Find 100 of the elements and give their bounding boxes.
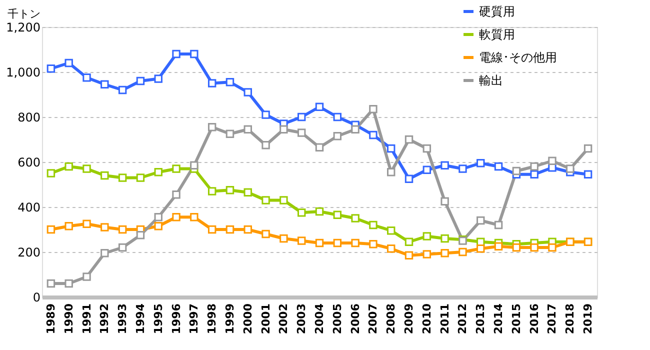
point: [262, 196, 270, 204]
point: [46, 279, 56, 288]
x-tick-label: 2016: [528, 303, 541, 334]
point: [64, 279, 73, 288]
point: [244, 125, 252, 134]
point: [476, 216, 485, 225]
point: [118, 225, 127, 234]
point: [584, 170, 592, 178]
point: [530, 170, 538, 178]
point: [440, 197, 449, 206]
point: [172, 50, 180, 58]
point: [440, 161, 449, 170]
y-tick-label: 0: [32, 290, 40, 304]
point: [136, 231, 145, 240]
point: [46, 225, 56, 234]
point: [64, 58, 73, 68]
x-tick-label: 2013: [474, 304, 488, 334]
y-axis-title: 千トン: [8, 8, 40, 20]
point: [262, 230, 270, 238]
point: [226, 130, 234, 138]
point: [208, 79, 216, 88]
point: [118, 243, 127, 252]
x-tick-label: 2000: [241, 303, 254, 334]
point: [154, 222, 162, 230]
point: [208, 123, 216, 132]
x-tick-label: 2018: [564, 304, 577, 334]
point: [82, 272, 91, 281]
x-tick-label: 2005: [330, 304, 344, 334]
point: [584, 144, 592, 153]
point: [422, 250, 432, 258]
point: [172, 164, 180, 173]
legend-label: 輸出: [479, 74, 503, 88]
point: [82, 74, 91, 82]
point: [369, 105, 378, 114]
point: [387, 168, 396, 176]
point: [100, 171, 109, 180]
point: [262, 141, 270, 150]
point: [494, 242, 503, 250]
point: [315, 102, 324, 111]
point: [351, 238, 360, 248]
point: [566, 164, 574, 173]
point: [226, 78, 234, 86]
x-tick-label: 2009: [402, 304, 416, 334]
point: [315, 207, 324, 216]
point: [297, 128, 306, 137]
x-tick-label: 2003: [295, 304, 308, 334]
point: [422, 166, 432, 174]
point: [369, 220, 378, 230]
point: [154, 168, 162, 176]
point: [226, 225, 234, 234]
x-tick-label: 2002: [277, 304, 290, 334]
point: [280, 234, 288, 243]
point: [297, 112, 306, 122]
point: [297, 208, 306, 217]
x-tick-label: 1992: [98, 304, 112, 334]
point: [208, 225, 216, 234]
point: [548, 243, 556, 252]
x-tick-label: 2001: [259, 304, 272, 334]
point: [369, 130, 378, 140]
point: [136, 174, 145, 182]
x-tick-label: 1995: [152, 304, 165, 334]
point: [404, 238, 414, 246]
point: [387, 226, 396, 235]
point: [262, 110, 270, 119]
x-tick-label: 2008: [384, 304, 398, 334]
point: [280, 196, 288, 204]
point: [440, 234, 449, 243]
point: [208, 187, 216, 196]
x-tick-label: 2017: [546, 304, 559, 334]
x-tick-label: 2004: [313, 303, 326, 334]
legend-label: 硬質用: [479, 4, 515, 18]
point: [512, 243, 521, 252]
y-tick-label: 800: [18, 110, 40, 124]
x-tick-label: 1997: [188, 304, 201, 334]
legend-label: 軟質用: [479, 28, 515, 42]
point: [422, 144, 432, 153]
point: [530, 162, 538, 171]
point: [118, 174, 127, 182]
point: [154, 74, 162, 83]
point: [46, 169, 56, 178]
point: [494, 220, 503, 230]
x-tick-label: 1996: [170, 303, 183, 334]
point: [46, 64, 56, 73]
point: [404, 251, 414, 260]
point: [387, 244, 396, 253]
point: [100, 223, 109, 232]
x-tick-label: 2014: [492, 303, 506, 334]
y-tick-label: 400: [18, 200, 40, 214]
point: [530, 243, 538, 252]
point: [476, 159, 485, 168]
x-tick-label: 1993: [116, 304, 130, 334]
point: [82, 164, 91, 173]
point: [458, 164, 467, 173]
x-tick-label: 2010: [420, 303, 434, 334]
point: [64, 222, 73, 230]
point: [100, 249, 109, 258]
point: [494, 162, 503, 171]
x-tick-label: 2006: [348, 303, 362, 334]
y-tick-label: 1,000: [6, 66, 40, 80]
x-tick-label: 1999: [223, 304, 236, 334]
